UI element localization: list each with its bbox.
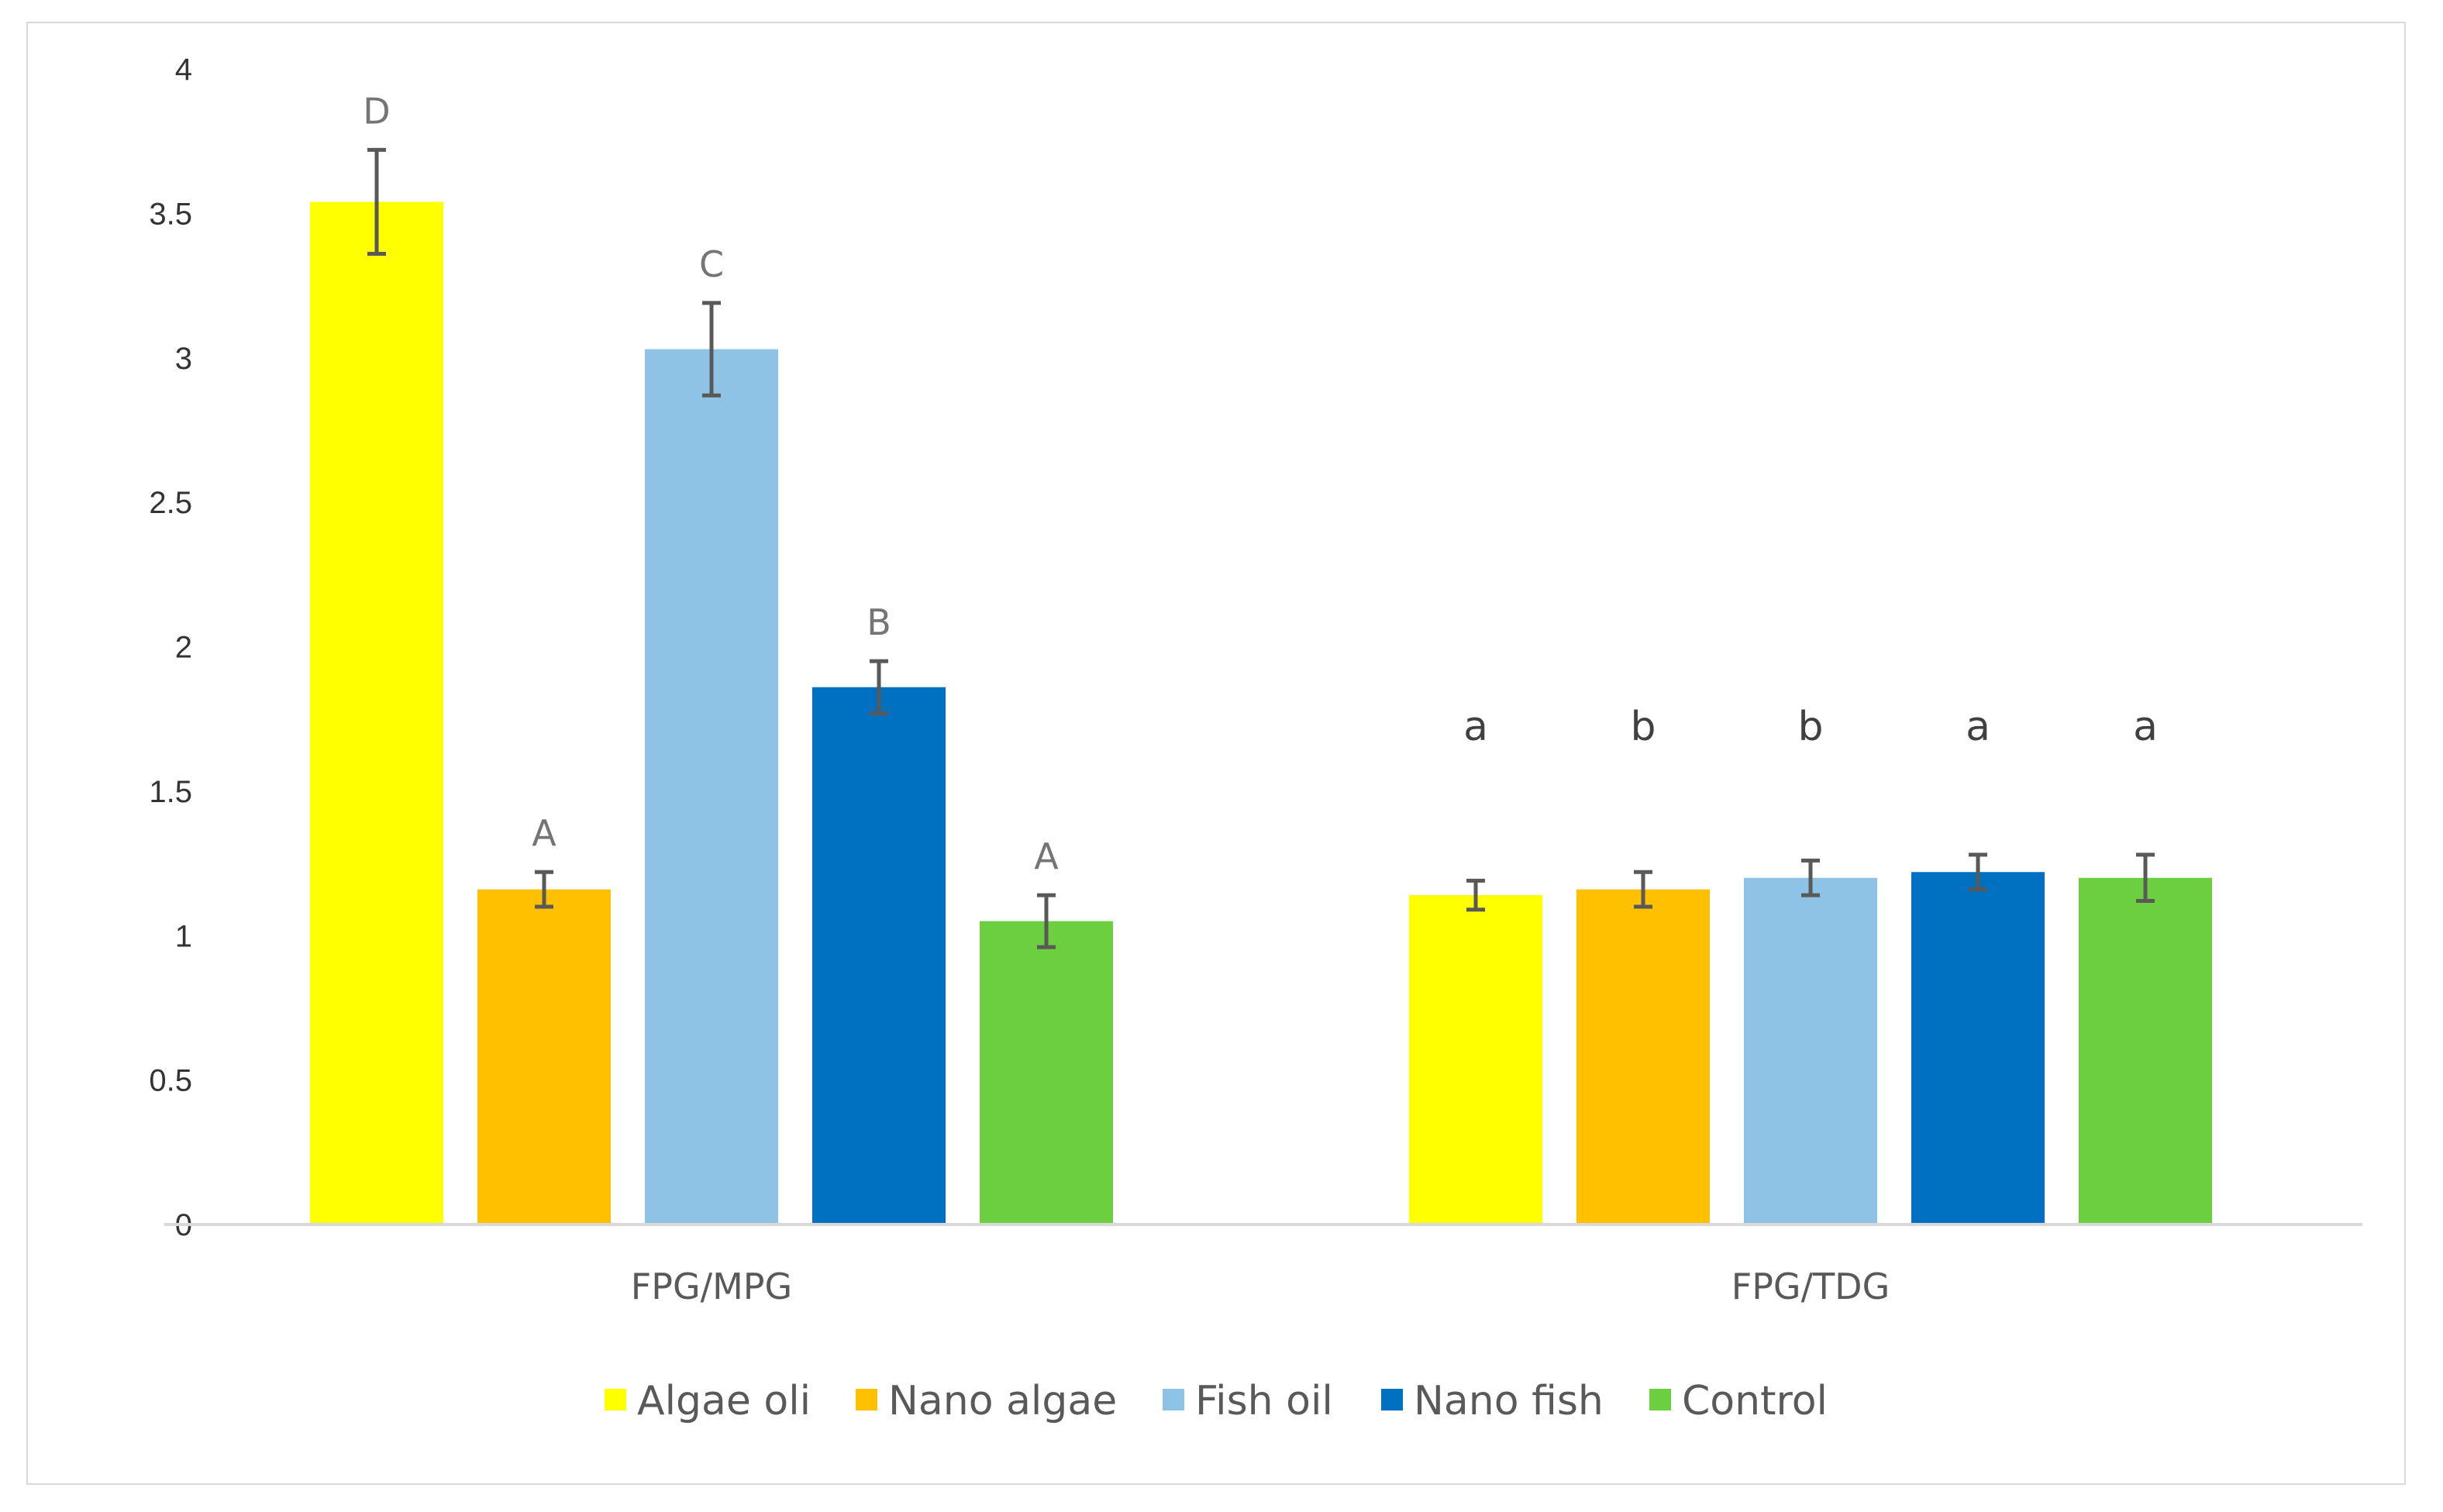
significance-label: A bbox=[532, 812, 556, 854]
legend: Algae oli Nano algae Fish oil Nano fish Cont… bbox=[605, 1378, 1828, 1424]
legend-label: Control bbox=[1682, 1378, 1828, 1424]
legend-swatch bbox=[856, 1389, 877, 1410]
y-tick-label: 3.5 bbox=[149, 197, 192, 231]
significance-label: b bbox=[1797, 704, 1823, 750]
bar-algae-oli-0 bbox=[310, 201, 443, 1225]
significance-label: a bbox=[1463, 704, 1488, 750]
bar-algae-oli-1 bbox=[1409, 895, 1542, 1224]
category-labels: FPG/MPG FPG/TDG bbox=[631, 1266, 1890, 1307]
y-tick-label: 0.5 bbox=[149, 1064, 192, 1098]
significance-label: a bbox=[2133, 704, 2158, 750]
y-tick-label: 4 bbox=[175, 53, 192, 87]
x-category-label: FPG/TDG bbox=[1731, 1266, 1890, 1307]
legend-label: Algae oli bbox=[637, 1378, 811, 1424]
legend-label: Nano fish bbox=[1414, 1378, 1604, 1424]
significance-label: D bbox=[363, 90, 390, 132]
legend-swatch bbox=[605, 1389, 626, 1410]
y-axis-ticks: 00.511.522.533.54 bbox=[149, 53, 192, 1242]
bar-fish-oil-1 bbox=[1744, 877, 1877, 1224]
legend-swatch bbox=[1381, 1389, 1403, 1410]
significance-label: a bbox=[1966, 704, 1990, 750]
significance-label: C bbox=[699, 243, 724, 285]
bar-nano-algae-0 bbox=[477, 889, 611, 1224]
legend-swatch bbox=[1649, 1389, 1671, 1410]
legend-label: Nano algae bbox=[888, 1378, 1117, 1424]
y-tick-label: 1.5 bbox=[149, 775, 192, 809]
bar-control-1 bbox=[2079, 877, 2212, 1224]
legend-swatch bbox=[1163, 1389, 1184, 1410]
bar-control-0 bbox=[980, 921, 1113, 1224]
bar-nano-fish-0 bbox=[812, 687, 946, 1224]
y-tick-label: 1 bbox=[175, 919, 192, 953]
x-category-label: FPG/MPG bbox=[631, 1266, 792, 1307]
significance-label: b bbox=[1630, 704, 1656, 750]
y-tick-label: 2.5 bbox=[149, 486, 192, 520]
bars bbox=[310, 201, 2212, 1225]
error-bars bbox=[367, 147, 2155, 949]
significance-labels: D A C B Aa b b a a bbox=[363, 90, 2158, 877]
significance-label: A bbox=[1034, 835, 1059, 877]
bar-fish-oil-0 bbox=[645, 349, 778, 1224]
y-tick-label: 3 bbox=[175, 342, 192, 376]
y-tick-label: 2 bbox=[175, 631, 192, 665]
bar-nano-algae-1 bbox=[1576, 889, 1710, 1224]
significance-label: B bbox=[867, 601, 891, 643]
legend-label: Fish oil bbox=[1195, 1378, 1333, 1424]
bar-nano-fish-1 bbox=[1911, 872, 2045, 1224]
